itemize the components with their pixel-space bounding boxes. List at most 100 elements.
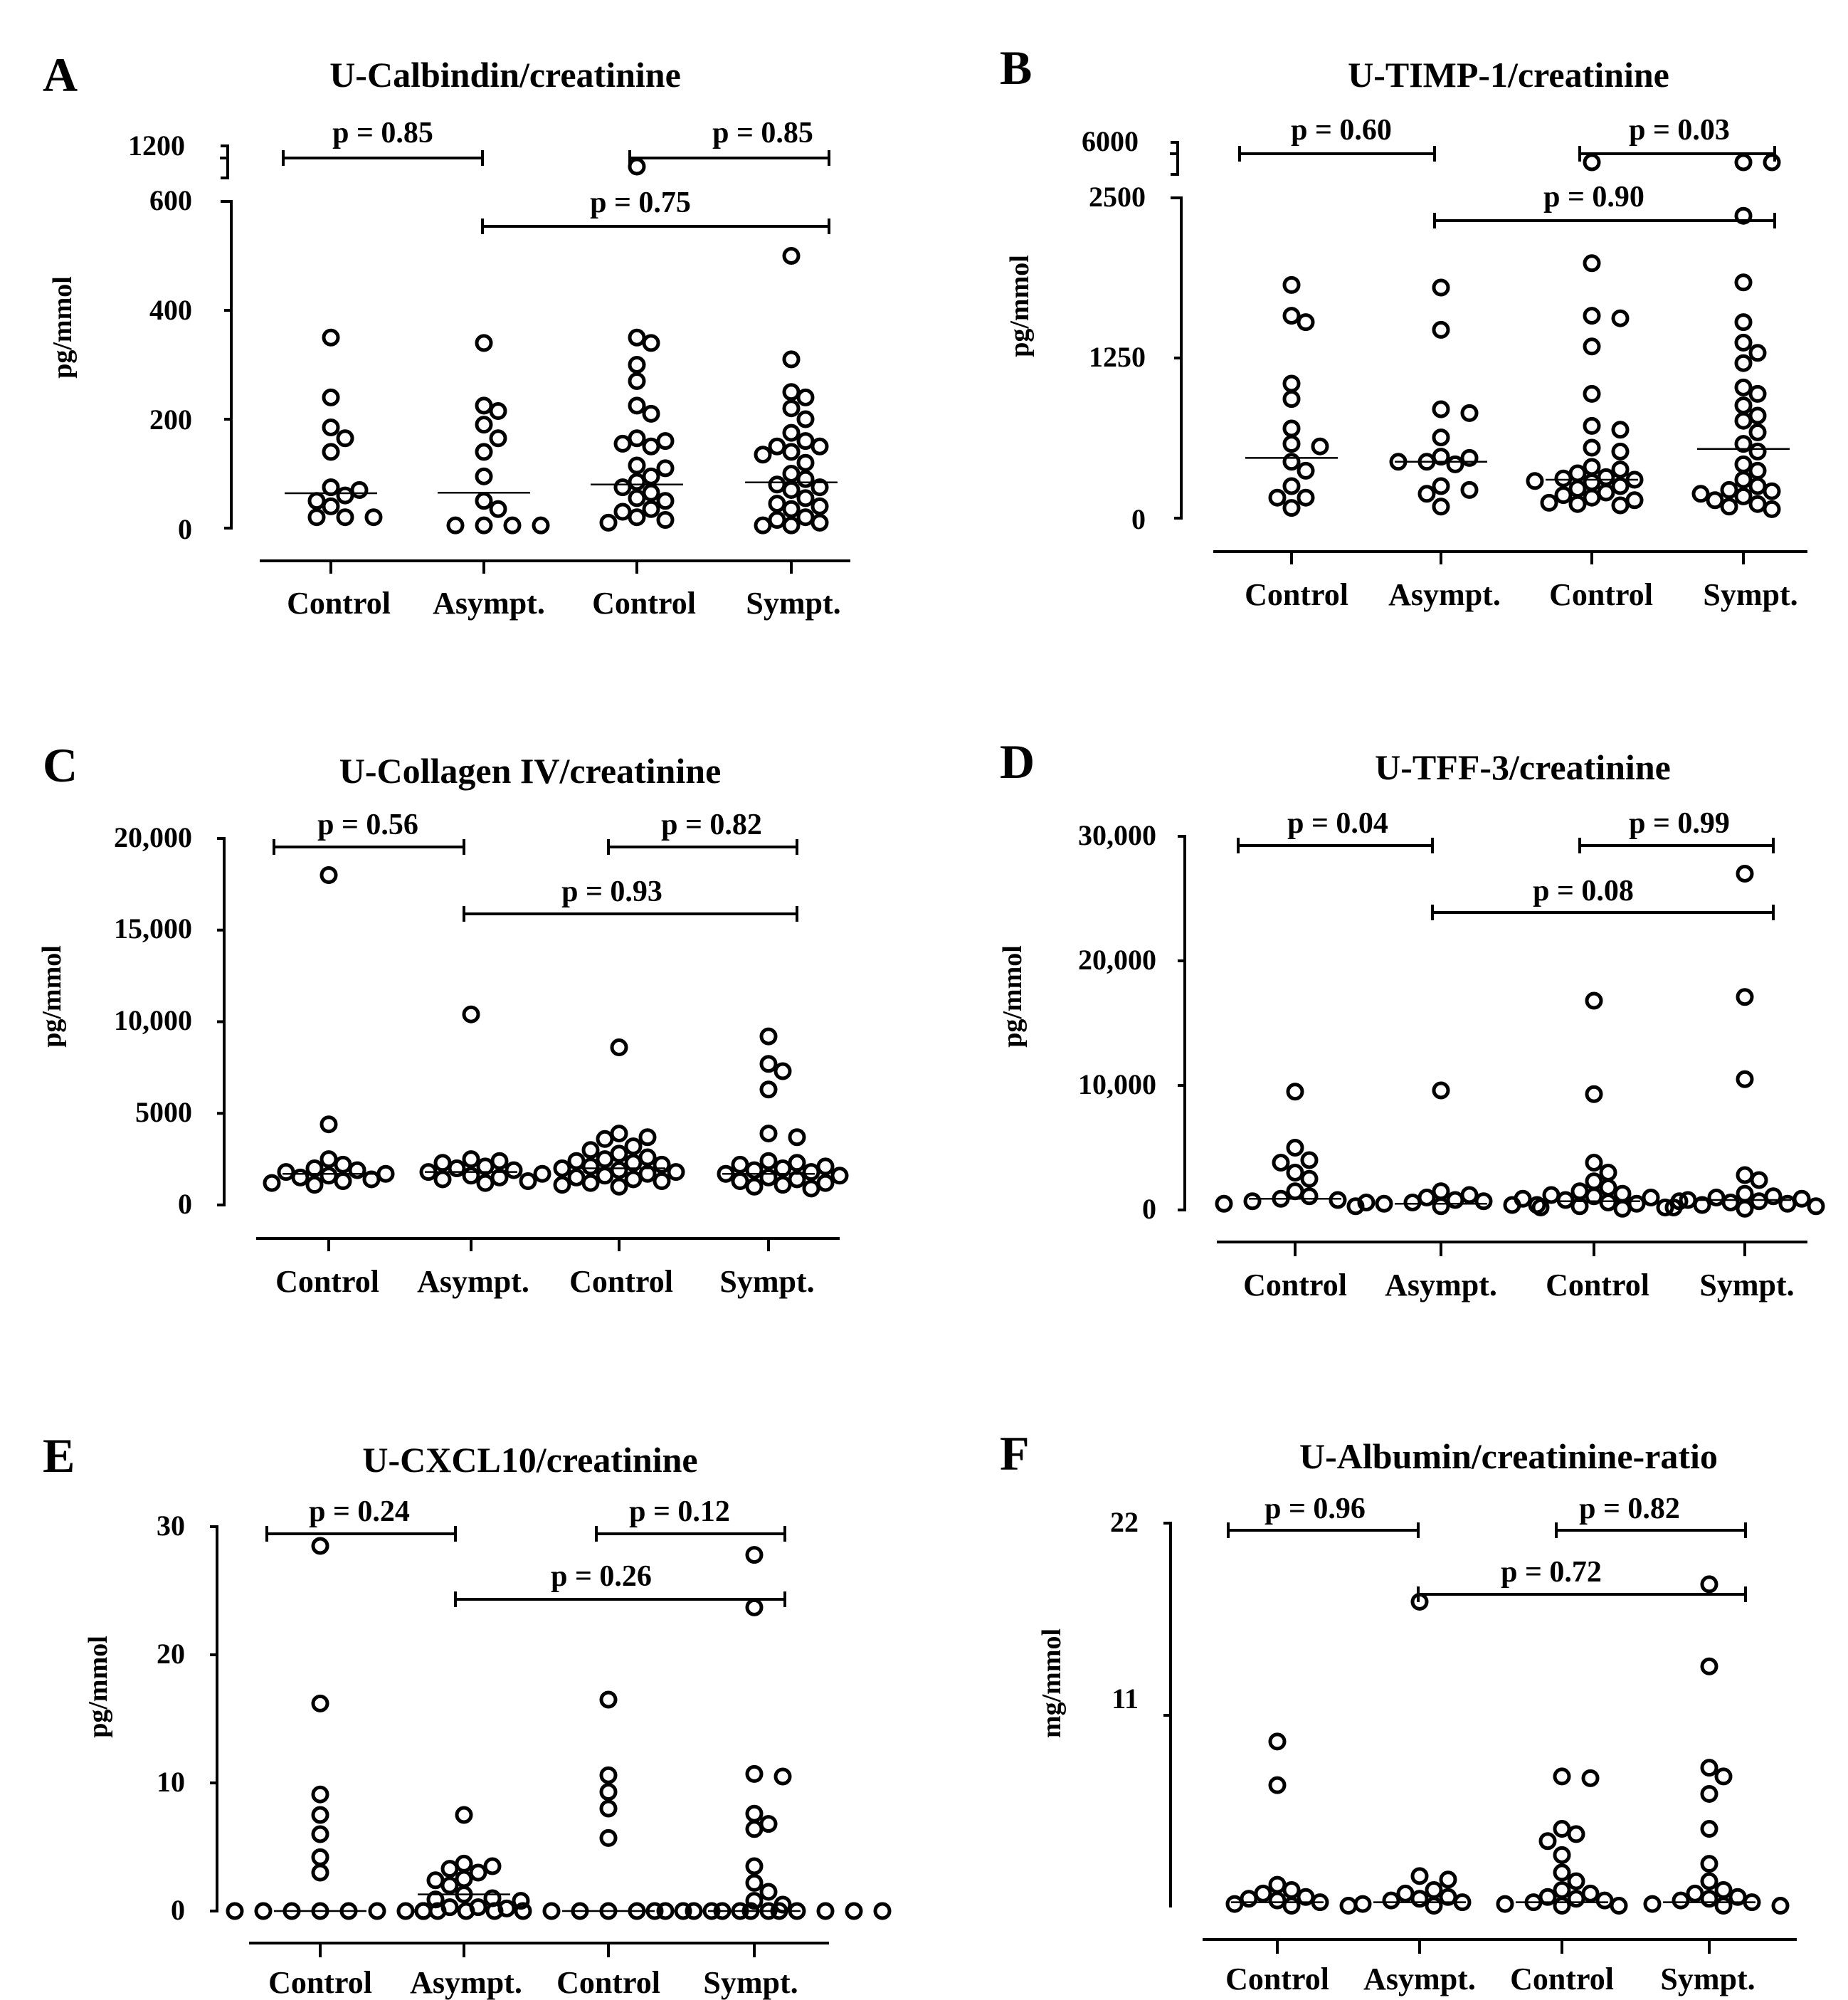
- y-tick-label: 200: [149, 404, 192, 436]
- data-point: [745, 1764, 764, 1783]
- p-value-label: p = 0.85: [712, 117, 813, 149]
- data-point: [1691, 485, 1710, 503]
- y-tick-label: 0: [171, 1894, 185, 1926]
- y-tick-label: 20,000: [1078, 944, 1156, 976]
- data-point: [759, 1815, 778, 1833]
- data-point: [489, 429, 507, 448]
- data-point: [1585, 1187, 1603, 1206]
- data-point: [702, 1902, 721, 1920]
- data-point: [1736, 1184, 1754, 1203]
- p-value-label: p = 0.56: [317, 809, 418, 841]
- data-point: [1553, 1846, 1571, 1864]
- x-category-label: Asympt.: [1388, 577, 1501, 612]
- data-point: [1748, 477, 1767, 495]
- data-point: [307, 508, 326, 527]
- data-point: [782, 247, 801, 265]
- data-point: [455, 1854, 473, 1873]
- y-axis-label: mg/mmol: [1037, 1628, 1067, 1738]
- data-point: [505, 1161, 523, 1179]
- data-point: [1700, 1890, 1718, 1908]
- data-point: [1357, 1194, 1376, 1211]
- data-point: [1453, 1893, 1472, 1912]
- p-value-label: p = 0.08: [1533, 875, 1634, 907]
- panel-letter: F: [1000, 1426, 1030, 1480]
- data-point: [1585, 991, 1603, 1010]
- data-point: [782, 516, 801, 535]
- x-category-label: Control: [592, 586, 696, 621]
- data-point: [638, 1164, 657, 1183]
- data-point: [462, 1005, 480, 1023]
- data-point: [599, 1828, 618, 1847]
- data-point: [320, 1115, 338, 1134]
- data-point: [1410, 1890, 1429, 1908]
- data-point: [610, 1161, 628, 1179]
- data-point: [1599, 1179, 1617, 1196]
- data-point: [1734, 487, 1753, 505]
- panel-letter: A: [43, 48, 78, 102]
- data-point: [610, 1125, 628, 1143]
- data-point: [759, 1125, 778, 1143]
- data-point: [845, 1902, 863, 1920]
- data-point: [1763, 500, 1781, 518]
- data-point: [717, 1164, 735, 1183]
- data-point: [745, 1820, 764, 1838]
- data-point: [1282, 307, 1301, 325]
- break-tick-label: 1200: [128, 130, 185, 162]
- data-point: [731, 1172, 749, 1191]
- data-point: [1339, 1897, 1358, 1915]
- data-point: [642, 483, 660, 502]
- data-point: [802, 1179, 820, 1198]
- data-point: [1382, 1891, 1400, 1910]
- y-tick-label: 0: [1131, 503, 1146, 535]
- axis-break-mark: [221, 144, 229, 179]
- data-point: [773, 1176, 792, 1194]
- x-category-label: Control: [1546, 1268, 1649, 1302]
- x-category-label: Asympt.: [410, 1965, 522, 2000]
- chart-title: U-Calbindin/creatinine: [329, 55, 681, 95]
- x-category-label: Sympt.: [746, 586, 840, 621]
- data-point: [446, 516, 465, 535]
- data-point: [1553, 1767, 1571, 1786]
- data-point: [830, 1167, 849, 1185]
- plot-marks: [210, 1525, 892, 1957]
- x-category-label: Sympt.: [719, 1264, 814, 1299]
- chart-title: U-Collagen IV/creatinine: [339, 751, 722, 791]
- data-point: [305, 1176, 324, 1194]
- data-point: [1581, 1769, 1600, 1787]
- data-point: [745, 1598, 764, 1616]
- data-point: [759, 1152, 778, 1170]
- data-point: [1597, 468, 1615, 486]
- chart-title: U-TIMP-1/creatinine: [1348, 55, 1669, 95]
- data-point: [768, 437, 786, 456]
- data-point: [1613, 1199, 1632, 1218]
- data-point: [1329, 1191, 1347, 1209]
- data-point: [1567, 1872, 1585, 1890]
- data-point: [1610, 1897, 1628, 1915]
- y-tick-label: 0: [178, 1188, 192, 1220]
- data-point: [1311, 1893, 1329, 1912]
- data-point: [773, 1895, 792, 1914]
- data-point: [475, 396, 493, 415]
- data-point: [1300, 1169, 1319, 1188]
- data-point: [731, 1155, 749, 1174]
- data-point: [1583, 384, 1601, 403]
- data-point: [1568, 480, 1587, 498]
- data-point: [291, 1168, 310, 1186]
- y-tick-label: 30: [157, 1510, 185, 1542]
- y-tick-label: 20: [157, 1638, 185, 1670]
- data-point: [1538, 1832, 1557, 1851]
- x-category-label: Asympt.: [417, 1264, 529, 1299]
- y-tick-label: 400: [149, 294, 192, 326]
- x-category-label: Asympt.: [1385, 1268, 1497, 1302]
- data-point: [1417, 485, 1436, 503]
- data-point: [553, 1176, 571, 1194]
- data-point: [1734, 333, 1753, 352]
- data-point: [596, 1150, 614, 1169]
- data-point: [1700, 1784, 1718, 1803]
- data-point: [1568, 495, 1587, 513]
- data-point: [311, 1902, 329, 1920]
- data-point: [1736, 1199, 1754, 1218]
- data-point: [759, 1883, 778, 1901]
- data-point: [796, 489, 815, 507]
